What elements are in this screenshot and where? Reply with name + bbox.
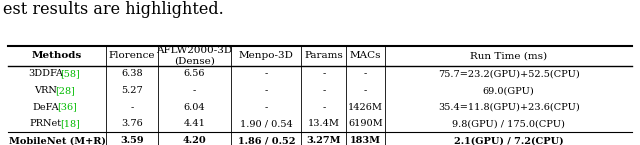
- Text: -: -: [322, 69, 325, 78]
- Text: 3.27M: 3.27M: [307, 136, 341, 145]
- Text: DeFA: DeFA: [32, 103, 59, 112]
- Text: Methods: Methods: [32, 51, 82, 60]
- Text: -: -: [265, 86, 268, 95]
- Text: -: -: [322, 86, 325, 95]
- Text: -: -: [364, 69, 367, 78]
- Text: 3DDFA: 3DDFA: [28, 69, 63, 78]
- Text: 2.1(GPU) / 7.2(CPU): 2.1(GPU) / 7.2(CPU): [454, 136, 563, 145]
- Text: 13.4M: 13.4M: [308, 119, 340, 128]
- Text: MACs: MACs: [350, 51, 381, 60]
- Text: est results are highlighted.: est results are highlighted.: [3, 1, 224, 18]
- Text: 6.56: 6.56: [184, 69, 205, 78]
- Text: 183M: 183M: [350, 136, 381, 145]
- Text: 6.38: 6.38: [121, 69, 143, 78]
- Text: -: -: [364, 86, 367, 95]
- Text: 5.27: 5.27: [121, 86, 143, 95]
- Text: PRNet: PRNet: [29, 119, 61, 128]
- Text: [18]: [18]: [60, 119, 80, 128]
- Text: -: -: [193, 86, 196, 95]
- Text: 1426M: 1426M: [348, 103, 383, 112]
- Text: Run Time (ms): Run Time (ms): [470, 51, 547, 60]
- Text: 75.7=23.2(GPU)+52.5(CPU): 75.7=23.2(GPU)+52.5(CPU): [438, 69, 579, 78]
- Text: [28]: [28]: [55, 86, 75, 95]
- Text: AFLW2000-3D
(Dense): AFLW2000-3D (Dense): [156, 46, 232, 66]
- Text: 4.20: 4.20: [182, 136, 206, 145]
- Text: 3.59: 3.59: [120, 136, 144, 145]
- Text: MobileNet (M+R): MobileNet (M+R): [8, 136, 106, 145]
- Text: [36]: [36]: [58, 103, 77, 112]
- Text: 1.86 / 0.52: 1.86 / 0.52: [237, 136, 295, 145]
- Text: -: -: [131, 103, 134, 112]
- Text: -: -: [265, 103, 268, 112]
- Text: 6190M: 6190M: [348, 119, 383, 128]
- Text: 1.90 / 0.54: 1.90 / 0.54: [240, 119, 292, 128]
- Text: -: -: [322, 103, 325, 112]
- Text: -: -: [265, 69, 268, 78]
- Text: 69.0(GPU): 69.0(GPU): [483, 86, 534, 95]
- Text: 6.04: 6.04: [184, 103, 205, 112]
- Text: 9.8(GPU) / 175.0(CPU): 9.8(GPU) / 175.0(CPU): [452, 119, 565, 128]
- Text: [58]: [58]: [60, 69, 80, 78]
- Text: Florence: Florence: [109, 51, 156, 60]
- Text: 35.4=11.8(GPU)+23.6(CPU): 35.4=11.8(GPU)+23.6(CPU): [438, 103, 579, 112]
- Text: VRN: VRN: [34, 86, 57, 95]
- Text: Menpo-3D: Menpo-3D: [239, 51, 294, 60]
- Text: 3.76: 3.76: [121, 119, 143, 128]
- Text: 4.41: 4.41: [184, 119, 205, 128]
- Text: Params: Params: [305, 51, 343, 60]
